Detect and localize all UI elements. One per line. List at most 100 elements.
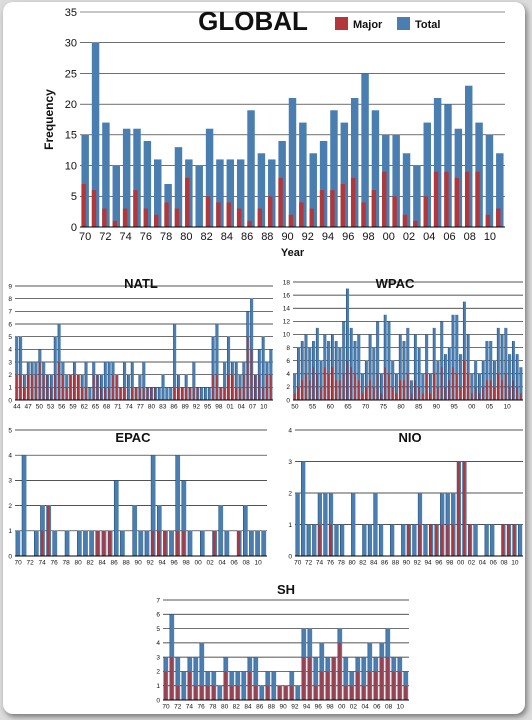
bar-total: 2001 Total: 12	[402, 153, 411, 227]
bar-total: 1987 Total: 1	[120, 530, 125, 556]
bar-total: 1978 Total: 1	[340, 524, 345, 556]
bar-total: 2002 Total: 1	[473, 524, 478, 556]
bar-major: 1993 Major: 3	[302, 657, 305, 700]
x-tick-label: 02	[206, 560, 214, 567]
bar-major: 1957 Major: 1	[65, 387, 68, 400]
bar-major: 1996 Major: 2	[216, 374, 218, 400]
bar-major: 1953 Major: 1	[50, 387, 53, 400]
x-tick-label: 10	[254, 560, 262, 567]
bar-total: 1970 Total: 1	[15, 530, 21, 556]
bar-major: 1966 Major: 4	[354, 373, 356, 400]
x-tick-label: 04	[218, 560, 226, 567]
y-tick-label: 1	[8, 528, 12, 535]
bar-major: 2009 Major: 2	[266, 374, 268, 400]
bar-major: 1979 Major: 3	[174, 208, 180, 227]
bar-total: 1985 Total: 1	[379, 524, 384, 556]
legend-label-major: Major	[353, 19, 383, 31]
bar-total: 1978 Total: 10	[399, 334, 402, 400]
bar-total: 1959 Total: 9	[327, 341, 331, 400]
x-tick-label: 08	[385, 704, 393, 711]
bar-major: 1991 Major: 3	[448, 380, 450, 400]
bar-major: 2005 Major: 4	[250, 349, 253, 400]
bar-major: 1975 Major: 2	[47, 505, 50, 556]
x-tick-label: 78	[160, 231, 172, 243]
bar-major: 1989 Major: 1	[278, 685, 281, 700]
x-tick-label: 59	[69, 404, 77, 411]
bar-major: 1952 Major: 2	[46, 374, 49, 400]
bar-total: 1951 Total: 8	[297, 347, 301, 400]
bar-major: 1992 Major: 1	[151, 530, 155, 556]
bar-major: 1997 Major: 1	[471, 393, 473, 400]
bar-major: 1997 Major: 4	[361, 202, 366, 227]
y-tick-label: 0	[286, 397, 290, 404]
bar-total: 1975 Total: 16	[133, 128, 141, 227]
x-tick-label: 74	[38, 560, 46, 567]
x-tick-label: 98	[326, 704, 334, 711]
bar-total: 1986 Total: 4	[429, 373, 432, 400]
bar-total: 2001 Total: 9	[485, 341, 489, 400]
x-tick-label: 70	[362, 404, 370, 411]
bar-major: 1967 Major: 3	[357, 380, 360, 400]
bar-total: 2009 Total: 7	[515, 354, 519, 400]
bar-major: 1952 Major: 3	[301, 380, 303, 400]
bar-major: 2002 Major: 1	[239, 387, 241, 400]
x-tick-label: 80	[148, 404, 156, 411]
y-tick-label: 30	[65, 38, 77, 50]
bar-major: 1951 Major: 2	[42, 374, 45, 400]
bar-major: 1995 Major: 6	[463, 360, 466, 400]
x-tick-label: 04	[423, 231, 435, 243]
bar-major: 1969 Major: 2	[112, 374, 114, 400]
x-tick-label: 53	[47, 404, 55, 411]
bar-total: 1982 Total: 10	[414, 334, 417, 400]
x-tick-label: 92	[146, 560, 154, 567]
x-tick-label: 76	[140, 231, 152, 243]
x-tick-label: 68	[103, 404, 111, 411]
bar-major: 2000 Major: 3	[463, 461, 466, 556]
bar-major: 1976 Major: 3	[143, 208, 148, 227]
bar-major: 1986 Major: 1	[429, 393, 432, 400]
y-tick-label: 0	[288, 553, 292, 560]
bar-total: 1998 Total: 1	[187, 530, 193, 556]
x-tick-label: 04	[238, 404, 246, 411]
bar-total: 1991 Total: 1	[412, 524, 417, 556]
bar-major: 1975 Major: 1	[194, 685, 197, 700]
bar-major: 1985 Major: 4	[425, 373, 428, 400]
bar-major: 1971 Major: 6	[91, 190, 97, 227]
x-tick-label: 88	[261, 231, 273, 243]
bar-total: 1977 Total: 4	[395, 373, 399, 400]
y-tick-label: 2	[286, 384, 290, 391]
x-tick-label: 77	[137, 404, 145, 411]
bar-major: 1955 Major: 3	[58, 362, 60, 400]
bar-major: 1997 Major: 2	[326, 671, 329, 700]
bar-total: 1989 Total: 12	[440, 321, 444, 400]
bar-total: 2000 Total: 6	[482, 360, 485, 400]
bar-total: 1993 Total: 1	[204, 387, 207, 400]
bar-major: 2001 Major: 3	[486, 380, 488, 400]
bar-major: 1994 Major: 3	[308, 657, 311, 700]
x-tick-label: 80	[397, 404, 405, 411]
bar-major: 1959 Major: 2	[73, 374, 76, 400]
bar-total: 1991 Total: 1	[144, 530, 150, 556]
y-tick-label: 35	[65, 7, 77, 19]
bar-total: 1991 Total: 8	[448, 347, 451, 400]
x-tick-label: 62	[81, 404, 89, 411]
bar-total: 1971 Total: 4	[22, 455, 27, 556]
bar-total: 1990 Total: 1	[138, 530, 144, 556]
x-tick-label: 76	[198, 704, 206, 711]
bar-total: 1985 Total: 11	[236, 159, 245, 227]
bar-major: 1980 Major: 4	[406, 373, 409, 400]
bar-major: 2008 Major: 1	[507, 524, 510, 556]
bar-total: 2010 Total: 1	[518, 524, 523, 556]
chart-title: EPAC	[115, 430, 151, 445]
bar-total: 1971 Total: 30	[91, 42, 100, 227]
y-tick-label: 7	[156, 597, 160, 604]
legend-label-total: Total	[415, 19, 440, 31]
x-tick-label: 07	[249, 404, 257, 411]
y-tick-label: 0	[8, 553, 12, 560]
bar-total: 1972 Total: 3	[123, 362, 127, 400]
bar-major: 1990 Major: 2	[444, 386, 447, 400]
bar-major: 1947 Major: 2	[27, 374, 29, 400]
bar-total: 2010 Total: 5	[519, 367, 523, 400]
bar-major: 1971 Major: 1	[119, 387, 122, 400]
bar-total: 1974 Total: 13	[384, 314, 387, 400]
